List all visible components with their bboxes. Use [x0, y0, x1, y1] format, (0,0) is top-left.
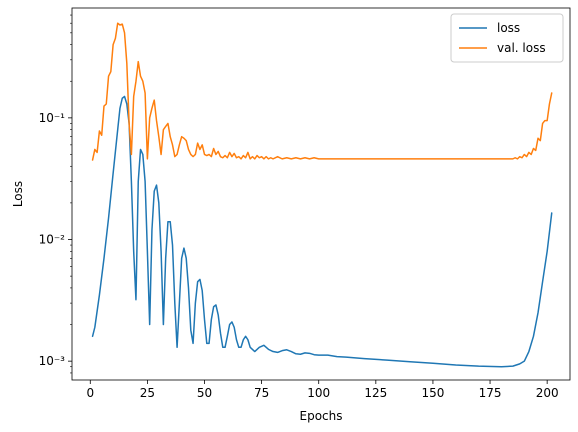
x-axis-label: Epochs: [300, 409, 343, 423]
legend-box: [450, 13, 564, 63]
series-layer: [91, 22, 553, 368]
x-axis: 0 25 50 75 100 125 150 175 200: [86, 380, 559, 400]
y-axis: 10⁻³ 10⁻² 10⁻¹: [39, 14, 72, 374]
series-line-val-loss: [91, 22, 553, 161]
y-tick-label: 10⁻¹: [39, 111, 66, 125]
y-tick-label: 10⁻³: [39, 354, 66, 368]
x-tick-label: 175: [479, 386, 502, 400]
plot-background: [72, 8, 570, 380]
x-tick-label: 0: [86, 386, 94, 400]
series-line-loss: [91, 95, 553, 368]
legend: loss val. loss: [450, 13, 564, 63]
y-tick-label: 10⁻²: [39, 233, 66, 247]
plot-frame: [71, 7, 571, 381]
y-axis-label: Loss: [11, 181, 25, 207]
legend-label-val-loss: val. loss: [497, 41, 546, 55]
x-tick-label: 50: [197, 386, 212, 400]
legend-label-loss: loss: [497, 21, 520, 35]
x-tick-label: 125: [364, 386, 387, 400]
x-tick-label: 150: [421, 386, 444, 400]
x-tick-label: 25: [140, 386, 155, 400]
x-tick-label: 75: [254, 386, 269, 400]
x-tick-label: 100: [307, 386, 330, 400]
x-tick-label: 200: [536, 386, 559, 400]
